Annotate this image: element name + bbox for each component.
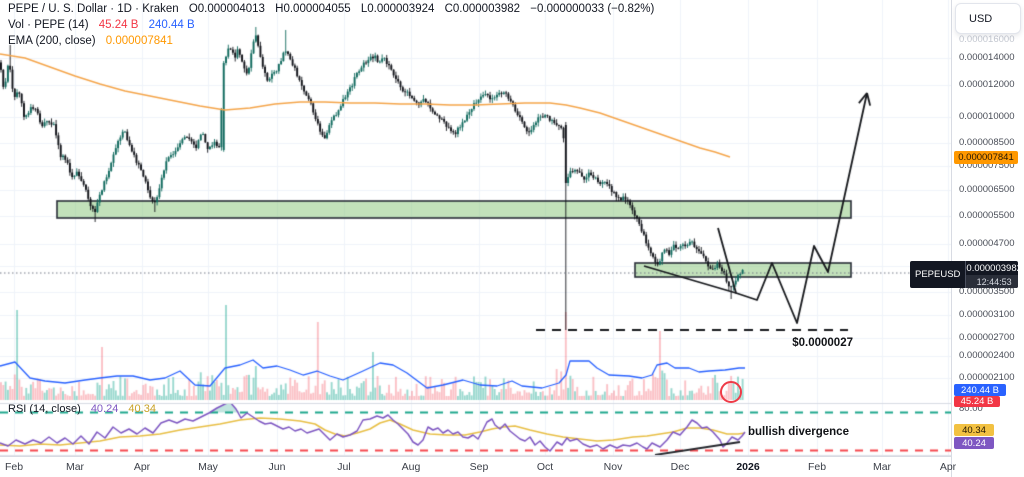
time-tick-label: Apr <box>939 461 957 473</box>
price-tick-label: 0.000007500 <box>959 160 1015 171</box>
volume-legend: Vol · PEPE (14) 45.24 B 240.44 B <box>8 19 202 31</box>
rsi-ma-badge: 40.34 <box>954 424 994 436</box>
price-tick-label: 0.000006500 <box>959 184 1015 195</box>
rsi-legend: RSI (14, close) 40.24 40.34 <box>8 403 163 415</box>
time-tick-label: Dec <box>670 461 690 473</box>
time-tick-label: Mar <box>872 461 892 473</box>
rsi-legend-label: RSI (14, close) <box>8 403 81 415</box>
volume-value-badge: 45.24 B <box>954 396 1000 407</box>
price-tick-label: 0.000003500 <box>959 286 1015 297</box>
ema-value: 0.000007841 <box>105 35 173 47</box>
time-tick-label: Oct <box>536 461 554 473</box>
price-tick-label: 0.000012000 <box>959 79 1015 90</box>
time-tick-label: May <box>198 461 218 473</box>
time-axis[interactable]: Feb Mar Apr May Jun Jul Aug Sep Oct Nov Dec 2026 Feb… <box>0 456 956 477</box>
divergence-label[interactable]: bullish divergence <box>748 426 849 438</box>
price-tick-label: 80.00 <box>959 403 983 414</box>
time-tick-label: 2026 <box>736 461 760 473</box>
rsi-value: 40.24 <box>90 403 119 415</box>
time-tick-label: Mar <box>65 461 85 473</box>
countdown-timer: 12:44:53 <box>966 275 1018 288</box>
volume-ma-badge: 240.44 B <box>954 384 1006 396</box>
volume-legend-label: Vol · PEPE (14) <box>8 19 89 31</box>
ohlc-high: H0.000004055 <box>275 3 351 15</box>
symbol-legend: PEPE / U. S. Dollar · 1D · Kraken O0.000… <box>8 3 661 15</box>
price-tick-label: 0.000008500 <box>959 137 1015 148</box>
volume-ma-value: 240.44 B <box>148 19 195 31</box>
price-tick-label: 0.000002700 <box>959 332 1015 343</box>
time-tick-label: Apr <box>133 461 151 473</box>
price-tick-label: 0.000005500 <box>959 210 1015 221</box>
currency-button[interactable]: USD <box>955 3 1021 34</box>
symbol-name: PEPEUSD <box>910 261 967 288</box>
ema-legend-label: EMA (200, close) <box>8 35 96 47</box>
symbol-price-badge: PEPEUSD 0.000003982 12:44:53 <box>910 261 1018 288</box>
currency-label: USD <box>969 12 993 25</box>
price-tick-label: 0.000002400 <box>959 350 1015 361</box>
price-tick-label: 0.000003100 <box>959 309 1015 320</box>
price-tick-label: 0.000016000 <box>959 34 1015 45</box>
time-tick-label: Feb <box>807 461 827 473</box>
time-tick-label: Jul <box>337 461 351 473</box>
time-tick-label: Aug <box>401 461 421 473</box>
last-price: 0.000003982 <box>966 262 1018 274</box>
ohlc-low: L0.000003924 <box>360 3 435 15</box>
time-tick-label: Feb <box>4 461 24 473</box>
ema-legend: EMA (200, close) 0.000007841 <box>8 35 180 47</box>
price-tick-label: 0.000004700 <box>959 238 1015 249</box>
price-tick-label: 0.000002100 <box>959 372 1015 383</box>
price-target-label[interactable]: $0.0000027 <box>792 337 853 349</box>
price-tick-label: 0.000010000 <box>959 111 1015 122</box>
volume-value: 45.24 B <box>98 19 139 31</box>
ohlc-open: O0.000004013 <box>188 3 265 15</box>
time-tick-label: Sep <box>469 461 489 473</box>
rsi-ma-value: 40.34 <box>128 403 156 415</box>
ohlc-change: −0.000000033 (−0.82%) <box>530 3 655 15</box>
time-tick-label: Jun <box>268 461 286 473</box>
price-tick-label: 0.000014000 <box>959 52 1015 63</box>
ema-value-badge: 0.000007841 <box>954 151 1018 164</box>
ohlc-close: C0.000003982 <box>444 3 521 15</box>
time-tick-label: Nov <box>603 461 623 473</box>
symbol-title: PEPE / U. S. Dollar · 1D · Kraken <box>8 3 179 15</box>
volume-circle-annotation[interactable] <box>720 381 742 403</box>
rsi-value-badge: 40.24 <box>954 437 994 449</box>
